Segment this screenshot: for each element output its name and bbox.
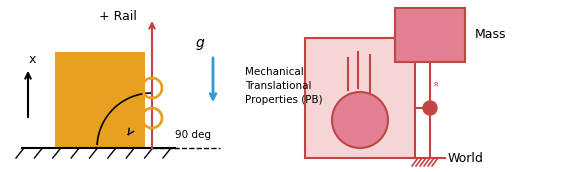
Text: World: World bbox=[448, 152, 484, 164]
Text: + Rail: + Rail bbox=[99, 10, 137, 23]
Ellipse shape bbox=[423, 101, 437, 115]
Bar bbox=[305, 38, 415, 158]
Text: g: g bbox=[196, 36, 204, 50]
Text: R: R bbox=[433, 82, 438, 88]
Ellipse shape bbox=[332, 92, 388, 148]
Text: Mass: Mass bbox=[475, 29, 507, 41]
Text: Mechanical
Translational
Properties (PB): Mechanical Translational Properties (PB) bbox=[245, 67, 323, 105]
Text: x: x bbox=[28, 53, 36, 67]
Bar bbox=[55, 52, 145, 148]
Bar bbox=[395, 8, 465, 62]
Text: 90 deg: 90 deg bbox=[175, 130, 211, 140]
